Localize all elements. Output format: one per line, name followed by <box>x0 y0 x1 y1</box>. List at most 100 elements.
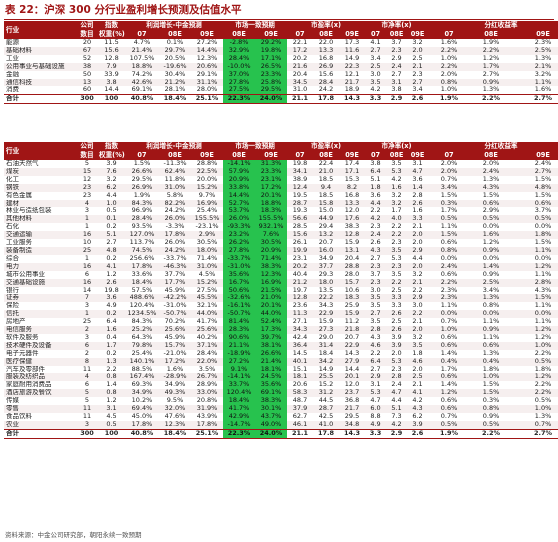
value-cell: 2.9 <box>365 373 387 382</box>
industry-cell: 煤炭 <box>4 167 76 176</box>
value-cell: 3.9 <box>386 341 408 350</box>
value-cell: 0.4% <box>428 357 471 366</box>
value-cell: 4.3 <box>365 246 387 255</box>
value-cell: 6 <box>84 381 90 389</box>
header-consensus: 市场一致预期 <box>223 142 288 151</box>
industry-cell: 装备制造 <box>4 246 76 255</box>
value-cell: 25.4% <box>196 207 218 215</box>
value-cell: 932.1% <box>255 223 288 232</box>
value-cell: 1.8% <box>482 365 500 373</box>
value-cell: 20.2 <box>287 262 314 271</box>
value-cell: 23.2% <box>223 231 256 240</box>
value-cell: 21.4% <box>255 357 288 366</box>
value-cell: 5 <box>76 389 98 398</box>
industry-cell: 林业与造纸包装 <box>6 207 52 215</box>
value-cell: 13.5 <box>318 286 334 294</box>
value-cell: 17.2% <box>159 357 191 366</box>
table-row: 建材 4 1.0 84.3% 82.2% 16.9% 52.7% 18.8% 28.7 15.8 1… <box>4 199 558 208</box>
value-cell: 18.8% <box>125 62 159 71</box>
value-cell: 18.3% <box>255 207 288 216</box>
header-year: 07 <box>125 30 159 39</box>
value-cell: 3.5 <box>365 78 387 87</box>
value-cell: 0.2 <box>106 349 117 357</box>
value-cell: 1.0% <box>440 54 458 62</box>
value-cell: 2.0 <box>407 262 429 271</box>
value-cell: 14.3 <box>339 94 366 105</box>
value-cell: 4.5% <box>198 270 216 278</box>
value-cell: 42.6% <box>125 78 159 87</box>
industry-cell: 证券 <box>4 294 76 303</box>
value-cell: 12.3% <box>255 270 288 279</box>
table-row: 农业 3 0.5 17.8% 12.3% 17.8% -14.7% 49.0% 46.1 41.0… <box>4 420 558 430</box>
value-cell: 1.8 <box>365 183 387 192</box>
value-cell: 2.2% <box>534 381 552 389</box>
value-cell: 1.0 <box>98 199 125 208</box>
value-cell: 107.5% <box>129 54 155 62</box>
industry-cell: 汽车及零部件 <box>6 365 45 373</box>
header-dividend-yield: 分红收益率 <box>428 142 558 151</box>
value-cell: 28.8% <box>196 160 218 167</box>
industry-cell: 服装及纺织品 <box>4 373 76 382</box>
table-row: 家庭耐用消费品 6 1.4 69.3% 34.9% 28.9% 33.7% 35.6% 20.6… <box>4 381 558 390</box>
value-cell: 26.2% <box>223 239 256 247</box>
value-cell: 1 <box>84 223 90 231</box>
table-row: 房地产 25 6.4 84.3% 70.2% 41.7% 81.4% 52.4% 27.1 15.… <box>4 318 558 327</box>
value-cell: -93.3% <box>223 223 256 232</box>
value-cell: 0.0% <box>428 310 471 319</box>
value-cell: 62.4% <box>159 167 191 176</box>
value-cell: 1.1% <box>482 333 500 341</box>
value-cell: 1.7 <box>391 207 402 215</box>
value-cell: 0.8% <box>428 78 471 87</box>
value-cell: 0.5% <box>428 420 471 430</box>
value-cell: 15.6 <box>287 231 314 240</box>
value-cell: 0.6% <box>512 199 558 208</box>
value-cell: -50.7% <box>223 310 256 319</box>
value-cell: 25.8% <box>255 78 288 87</box>
table-body: 石油天然气 5 3.9 1.5% -11.3% 28.8% -14.1% 31.3% 19.8 2… <box>4 160 558 439</box>
value-cell: 39.7% <box>255 333 288 342</box>
table-row: 工业服务 10 2.7 113.7% 26.0% 30.5% 26.2% 30.5% 26.1 2… <box>4 239 558 247</box>
value-cell: 24.2% <box>164 207 186 215</box>
value-cell: 2.6 <box>98 278 125 287</box>
industry-cell: 通信科技 <box>4 78 76 87</box>
value-cell: 2.2% <box>470 94 513 105</box>
value-cell: 6.2 <box>412 413 423 420</box>
value-cell: 20.1 <box>339 373 366 382</box>
table-row: 公用事业与基础设施 38 7.9 18.8% -19.6% 20.6% -10.0% 26.5… <box>4 62 558 71</box>
value-cell: 26.0% <box>223 215 256 224</box>
value-cell: 2.7% <box>512 94 558 105</box>
value-cell: 24.0% <box>255 94 288 105</box>
value-cell: 2.3% <box>534 39 552 46</box>
value-cell: 4.7 <box>407 167 429 176</box>
header-year: 09E <box>512 30 558 39</box>
industry-cell: 有色金属 <box>6 191 32 199</box>
value-cell: 42.4 <box>292 333 308 341</box>
value-cell: 0.5 <box>98 420 125 430</box>
value-cell: 43.9% <box>196 413 218 420</box>
value-cell: 1.7% <box>470 62 513 71</box>
value-cell: 17.8% <box>125 262 159 271</box>
value-cell: 14.3 <box>344 349 360 357</box>
value-cell: 3.2 <box>106 175 117 183</box>
value-cell: 18.4% <box>223 397 256 406</box>
table-row: 交通基础设施 16 2.6 18.4% 17.7% 15.2% 16.7% 16.9% 21.2… <box>4 278 558 287</box>
value-cell: 120.4% <box>129 302 155 310</box>
value-cell: 22.0% <box>191 357 224 366</box>
total-row: 合计 300 100 40.8% 18.4% 25.1% 22.3% 24.0% 21.1 17.… <box>4 94 558 105</box>
value-cell: 2.4% <box>428 262 471 271</box>
value-cell: 34.5 <box>287 78 314 87</box>
value-cell: 15.7% <box>159 341 191 350</box>
header-count: 数目 <box>76 30 98 39</box>
value-cell: 3.2 <box>412 333 423 341</box>
industry-cell: 保险 <box>6 302 19 310</box>
value-cell: 2.7% <box>482 70 500 78</box>
value-cell: 6 <box>76 341 98 350</box>
value-cell: 0.9% <box>482 413 500 420</box>
value-cell: 2.4 <box>391 381 402 389</box>
value-cell: 14.4% <box>223 191 256 200</box>
value-cell: 2.0% <box>428 167 471 176</box>
value-cell: 38 <box>76 62 98 71</box>
value-cell: 1.0% <box>470 373 513 382</box>
value-cell: 1.5% <box>470 389 513 398</box>
value-cell: 1.3% <box>482 175 500 183</box>
